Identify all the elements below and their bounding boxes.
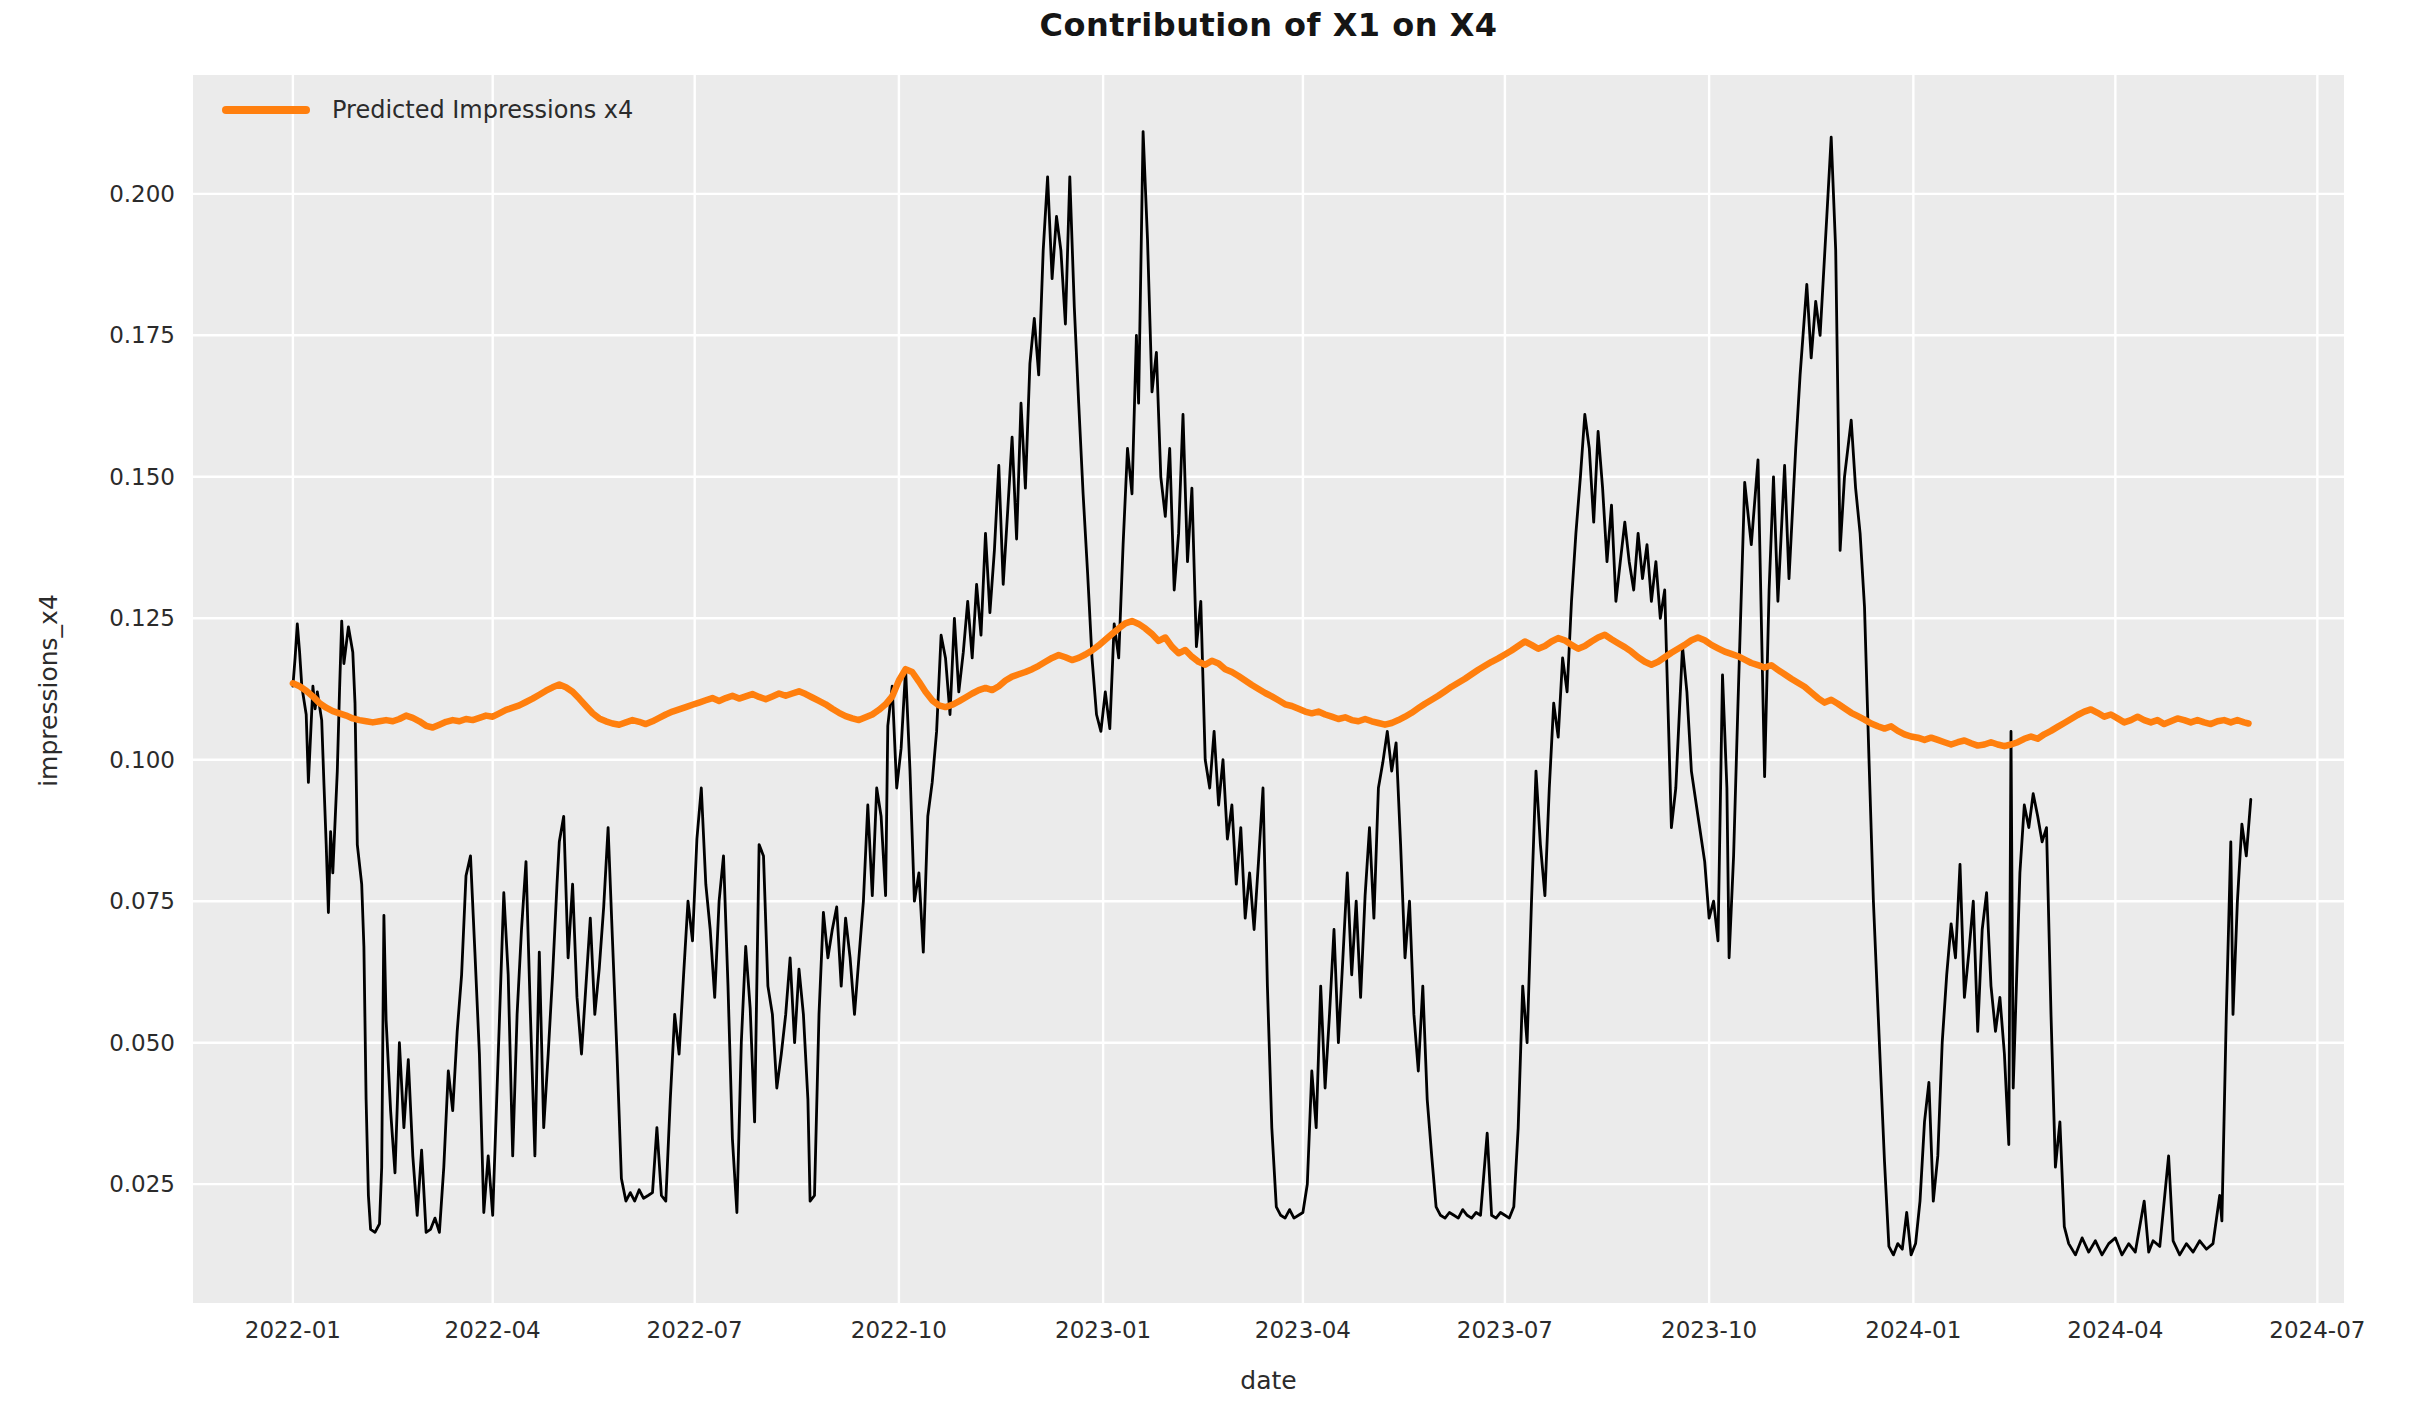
y-tick-label: 0.025 <box>40 1168 175 1200</box>
y-tick-label: 0.200 <box>40 178 175 210</box>
x-tick-label: 2022-10 <box>809 1317 989 1343</box>
x-tick-label: 2024-01 <box>1823 1317 2003 1343</box>
x-tick-label: 2023-04 <box>1213 1317 1393 1343</box>
plot-area <box>193 75 2344 1303</box>
x-tick-label: 2024-04 <box>2025 1317 2205 1343</box>
x-tick-label: 2022-07 <box>605 1317 785 1343</box>
y-tick-label: 0.175 <box>40 319 175 351</box>
y-tick-label: 0.150 <box>40 461 175 493</box>
y-axis-label: impressions_x4 <box>34 581 63 801</box>
x-tick-label: 2023-10 <box>1619 1317 1799 1343</box>
x-tick-label: 2022-04 <box>403 1317 583 1343</box>
x-axis-label: date <box>193 1366 2344 1395</box>
chart-title: Contribution of X1 on X4 <box>193 6 2344 44</box>
legend: Predicted Impressions x4 <box>222 96 633 124</box>
legend-line-sample <box>222 106 310 114</box>
legend-label: Predicted Impressions x4 <box>332 96 633 124</box>
y-tick-label: 0.050 <box>40 1027 175 1059</box>
x-tick-label: 2023-07 <box>1415 1317 1595 1343</box>
predicted-impressions-x4-line <box>293 621 2249 746</box>
x-tick-label: 2022-01 <box>203 1317 383 1343</box>
x-tick-label: 2023-01 <box>1013 1317 1193 1343</box>
x-tick-label: 2024-07 <box>2227 1317 2407 1343</box>
figure: Contribution of X1 on X4 0.025 0.050 0.075… <box>0 0 2423 1423</box>
y-tick-label: 0.075 <box>40 885 175 917</box>
